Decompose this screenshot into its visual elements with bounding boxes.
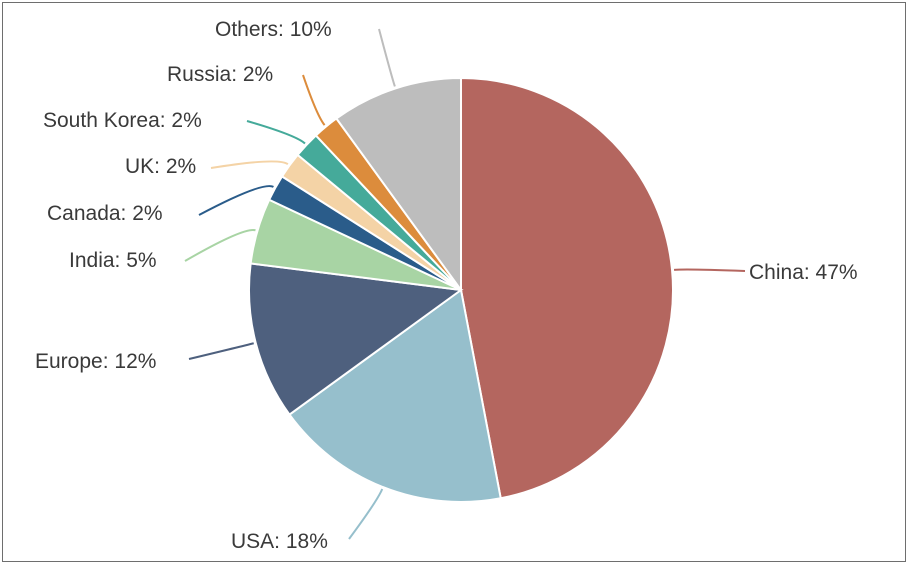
pie-slice-europe (248, 262, 464, 417)
leader-lines (184, 28, 746, 540)
slice-label-others: Others: 10% (215, 18, 332, 41)
slice-label-russia: Russia: 2% (167, 63, 273, 86)
slice-labels: China: 47% USA: 18% Europe: 12% India: 5% Ca… (35, 18, 858, 553)
slice-label-uk: UK: 2% (125, 155, 196, 178)
leader-line-canada (198, 185, 274, 216)
slice-label-usa: USA: 18% (231, 530, 328, 553)
leader-line-usa (348, 488, 384, 540)
leader-line-russia (302, 74, 326, 126)
pie-slice-others (334, 76, 462, 294)
leader-line-india (184, 229, 256, 262)
pie-slices (248, 76, 674, 503)
slice-label-canada: Canada: 2% (47, 202, 163, 225)
leader-line-china (673, 268, 746, 272)
leader-line-uk (210, 160, 289, 169)
leader-line-south-korea (246, 120, 306, 145)
slice-label-south-korea: South Korea: 2% (43, 109, 202, 132)
pie-chart: China: 47% USA: 18% Europe: 12% India: 5% Ca… (35, 18, 858, 553)
slice-label-europe: Europe: 12% (35, 350, 156, 373)
pie-slice-usa (288, 288, 502, 503)
slice-label-india: India: 5% (69, 249, 157, 272)
slice-label-china: China: 47% (749, 261, 858, 284)
leader-line-others (378, 28, 396, 87)
leader-line-europe (188, 342, 254, 360)
pie-slice-china (460, 76, 674, 500)
